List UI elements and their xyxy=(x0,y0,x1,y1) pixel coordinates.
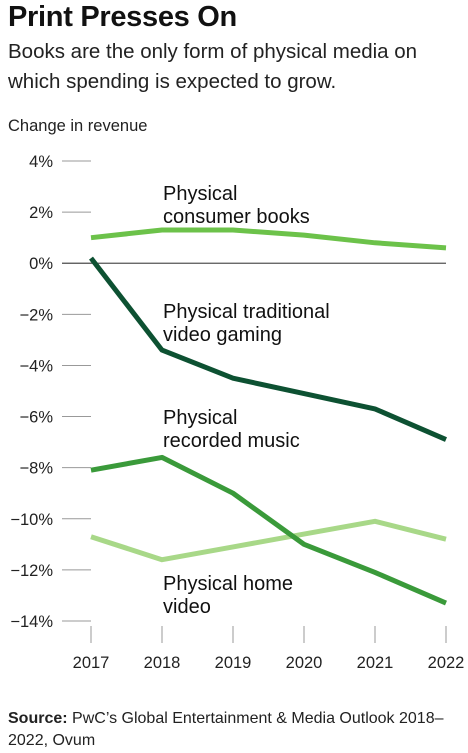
series-line xyxy=(90,454,447,606)
x-tick-label: 2020 xyxy=(286,654,323,672)
y-tick-label: −12% xyxy=(10,562,53,580)
x-tick-label: 2022 xyxy=(428,654,465,672)
y-tick-label: −2% xyxy=(20,306,54,324)
series-label-line: Physical traditional xyxy=(163,301,330,323)
series-label-line: video xyxy=(163,596,211,618)
series-label-line: consumer books xyxy=(163,206,310,228)
x-tick-label: 2021 xyxy=(357,654,394,672)
series-label: Physical consumer books xyxy=(163,183,310,228)
x-tick-label: 2018 xyxy=(144,654,181,672)
source-note: Source: PwC’s Global Entertainment & Med… xyxy=(8,708,463,752)
series-line xyxy=(89,256,447,442)
y-tick-label: 4% xyxy=(29,153,53,171)
series-label-line: Physical home xyxy=(163,573,293,595)
y-axis-label: Change in revenue xyxy=(8,117,148,135)
source-text: PwC’s Global Entertainment & Media Outlo… xyxy=(8,710,444,749)
series-label-line: recorded music xyxy=(163,430,300,452)
chart-title: Print Presses On xyxy=(8,1,237,33)
x-tick-label: 2017 xyxy=(73,654,110,672)
series-label: Physical traditional video gaming xyxy=(163,301,330,346)
y-tick-label: 0% xyxy=(29,255,53,273)
y-tick-label: −4% xyxy=(20,357,54,375)
series-label: Physical home video xyxy=(163,573,293,618)
series-line xyxy=(90,227,447,251)
y-tick-label: −10% xyxy=(10,511,53,529)
line-chart: 4% 2% 0% −2% −4% −6% −8% −10% −12% −14% 2017 2018 20… xyxy=(10,153,465,672)
y-tick-label: 2% xyxy=(29,204,53,222)
series-label: Physical recorded music xyxy=(163,407,300,452)
series-label-line: Physical xyxy=(163,183,237,205)
x-tick-label: 2019 xyxy=(215,654,252,672)
series-label-line: video gaming xyxy=(163,324,282,346)
series-line xyxy=(90,518,447,563)
source-label: Source: xyxy=(8,710,68,727)
y-tick-label: −14% xyxy=(10,613,53,631)
series-label-line: Physical xyxy=(163,407,237,429)
y-tick-label: −6% xyxy=(20,409,54,427)
chart-subtitle: Books are the only form of physical medi… xyxy=(8,40,418,93)
y-tick-label: −8% xyxy=(20,460,54,478)
